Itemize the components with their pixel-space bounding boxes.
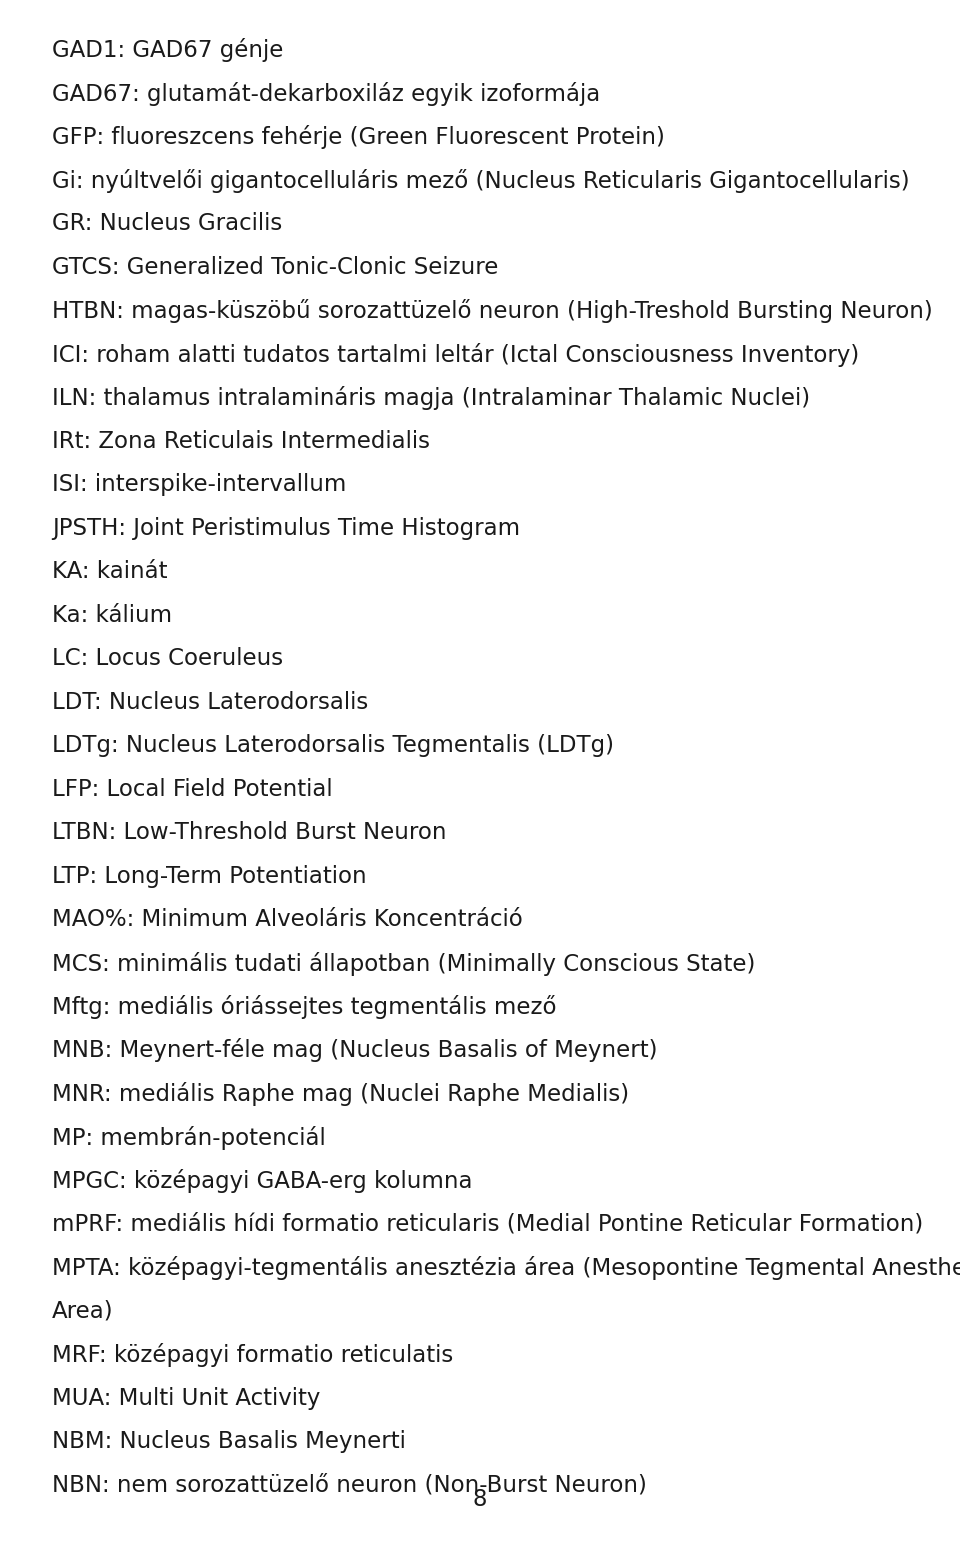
Text: 8: 8 [472, 1488, 488, 1511]
Text: MNR: mediális Raphe mag (Nuclei Raphe Medialis): MNR: mediális Raphe mag (Nuclei Raphe Me… [52, 1082, 629, 1107]
Text: LTP: Long-Term Potentiation: LTP: Long-Term Potentiation [52, 865, 367, 888]
Text: LTBN: Low-Threshold Burst Neuron: LTBN: Low-Threshold Burst Neuron [52, 821, 446, 845]
Text: MCS: minimális tudati állapotban (Minimally Conscious State): MCS: minimális tudati állapotban (Minima… [52, 952, 756, 976]
Text: Ka: kálium: Ka: kálium [52, 604, 172, 626]
Text: GR: Nucleus Gracilis: GR: Nucleus Gracilis [52, 212, 282, 236]
Text: JPSTH: Joint Peristimulus Time Histogram: JPSTH: Joint Peristimulus Time Histogram [52, 517, 520, 540]
Text: LDTg: Nucleus Laterodorsalis Tegmentalis (LDTg): LDTg: Nucleus Laterodorsalis Tegmentalis… [52, 734, 614, 757]
Text: MRF: középagyi formatio reticulatis: MRF: középagyi formatio reticulatis [52, 1342, 453, 1367]
Text: MUA: Multi Unit Activity: MUA: Multi Unit Activity [52, 1386, 321, 1410]
Text: LC: Locus Coeruleus: LC: Locus Coeruleus [52, 646, 283, 670]
Text: MAO%: Minimum Alveoláris Koncentráció: MAO%: Minimum Alveoláris Koncentráció [52, 909, 523, 930]
Text: GAD67: glutamát-dekarboxiláz egyik izoformája: GAD67: glutamát-dekarboxiláz egyik izofo… [52, 81, 600, 106]
Text: ISI: interspike-intervallum: ISI: interspike-intervallum [52, 473, 347, 496]
Text: KA: kainát: KA: kainát [52, 560, 167, 582]
Text: MPTA: középagyi-tegmentális anesztézia área (Mesopontine Tegmental Anesthesia: MPTA: középagyi-tegmentális anesztézia á… [52, 1257, 960, 1280]
Text: MPGC: középagyi GABA-erg kolumna: MPGC: középagyi GABA-erg kolumna [52, 1169, 472, 1193]
Text: GTCS: Generalized Tonic-Clonic Seizure: GTCS: Generalized Tonic-Clonic Seizure [52, 256, 498, 278]
Text: LDT: Nucleus Laterodorsalis: LDT: Nucleus Laterodorsalis [52, 690, 369, 713]
Text: GFP: fluoreszcens fehérje (Green Fluorescent Protein): GFP: fluoreszcens fehérje (Green Fluores… [52, 125, 665, 148]
Text: MP: membrán-potenciál: MP: membrán-potenciál [52, 1125, 325, 1149]
Text: IRt: Zona Reticulais Intermedialis: IRt: Zona Reticulais Intermedialis [52, 429, 430, 453]
Text: Mftg: mediális óriássejtes tegmentális mező: Mftg: mediális óriássejtes tegmentális m… [52, 994, 557, 1019]
Text: Area): Area) [52, 1299, 113, 1322]
Text: HTBN: magas-küszöbű sorozattüzelő neuron (High-Treshold Bursting Neuron): HTBN: magas-küszöbű sorozattüzelő neuron… [52, 300, 933, 323]
Text: ICI: roham alatti tudatos tartalmi leltár (Ictal Consciousness Inventory): ICI: roham alatti tudatos tartalmi leltá… [52, 342, 859, 367]
Text: NBM: Nucleus Basalis Meynerti: NBM: Nucleus Basalis Meynerti [52, 1430, 406, 1453]
Text: NBN: nem sorozattüzelő neuron (Non-Burst Neuron): NBN: nem sorozattüzelő neuron (Non-Burst… [52, 1474, 647, 1497]
Text: LFP: Local Field Potential: LFP: Local Field Potential [52, 777, 332, 801]
Text: MNB: Meynert-féle mag (Nucleus Basalis of Meynert): MNB: Meynert-féle mag (Nucleus Basalis o… [52, 1038, 658, 1063]
Text: mPRF: mediális hídi formatio reticularis (Medial Pontine Reticular Formation): mPRF: mediális hídi formatio reticularis… [52, 1213, 924, 1235]
Text: Gi: nyúltvelői gigantocelluláris mező (Nucleus Reticularis Gigantocellularis): Gi: nyúltvelői gigantocelluláris mező (N… [52, 169, 910, 192]
Text: ILN: thalamus intralamináris magja (Intralaminar Thalamic Nuclei): ILN: thalamus intralamináris magja (Intr… [52, 386, 810, 411]
Text: GAD1: GAD67 génje: GAD1: GAD67 génje [52, 37, 283, 62]
